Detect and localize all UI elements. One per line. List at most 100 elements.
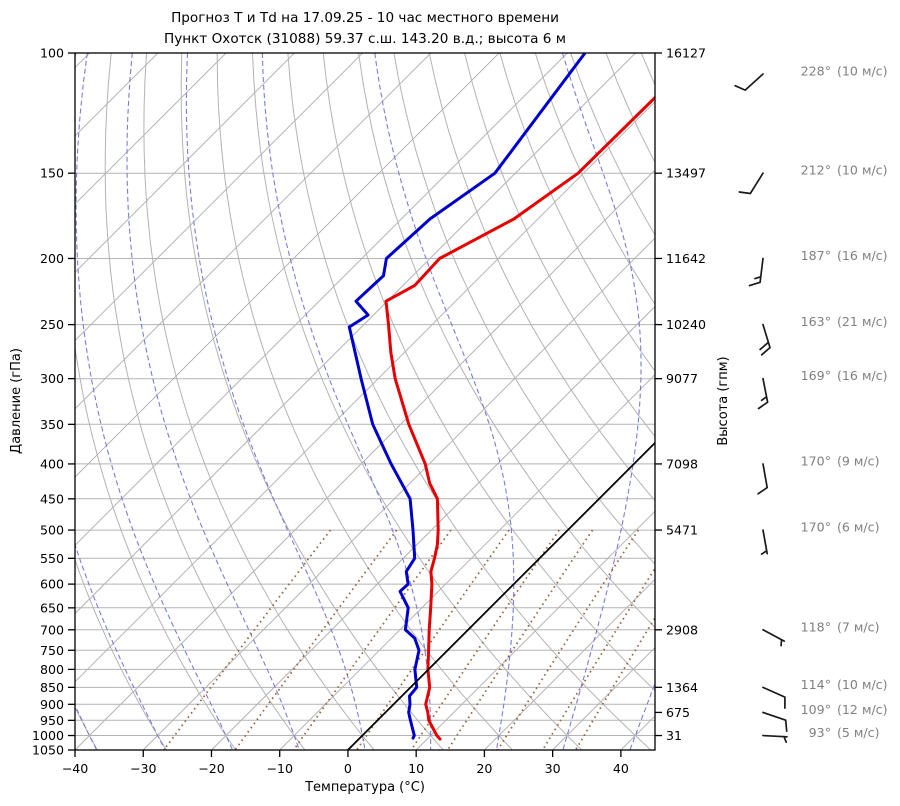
dry-adiabat-line: [143, 53, 375, 750]
wind-barb-icon: [759, 323, 771, 356]
mixing-ratio-line: [496, 529, 640, 750]
dry-adiabat-line: [605, 53, 655, 164]
temperature-tick-label: −40: [62, 761, 89, 776]
height-tick-label: 9077: [666, 371, 698, 386]
isotherm-0c-highlight-line: [347, 441, 655, 750]
pressure-tick-label: 1000: [32, 728, 64, 743]
wind-speed-label: (9 м/с): [837, 453, 880, 468]
isotherm-line: [75, 169, 655, 750]
chart-title-line2: Пункт Охотск (31088) 59.37 с.ш. 143.20 в…: [164, 31, 566, 47]
wind-level-row: 114° (10 м/с): [762, 677, 888, 709]
wind-barb-icon: [762, 711, 788, 733]
dry-adiabat-line: [75, 53, 237, 750]
height-tick-label: 31: [666, 728, 682, 743]
moist-adiabat-line: [629, 681, 655, 750]
height-tick-label: 5471: [666, 523, 698, 538]
wind-direction-label: 170°: [801, 453, 831, 468]
wind-level-row: 118° (7 м/с): [762, 619, 880, 647]
moist-adiabat-line: [374, 53, 515, 750]
wind-speed-label: (7 м/с): [837, 619, 880, 634]
dry-adiabat-line: [499, 53, 655, 372]
temperature-tick-label: 30: [545, 761, 561, 776]
pressure-tick-label: 450: [40, 491, 64, 506]
pressure-tick-label: 350: [40, 417, 64, 432]
dry-adiabat-line: [358, 53, 655, 629]
dry-adiabat-line: [428, 53, 655, 502]
wind-direction-label: 118°: [801, 619, 831, 634]
dry-adiabat-line: [570, 53, 655, 236]
wind-speed-label: (5 м/с): [837, 725, 880, 740]
wind-barb-icon: [762, 734, 788, 744]
wind-barb-column: 228° (10 м/с) 212° (10 м/с) 187° (16 м/с) 163°…: [734, 64, 888, 744]
height-tick-label: 7098: [666, 456, 698, 471]
isotherm-line: [142, 237, 655, 750]
pressure-tick-label: 550: [40, 551, 64, 566]
dry-adiabat-line: [216, 53, 513, 750]
wind-direction-label: 163°: [801, 314, 831, 329]
pressure-tick-label: 600: [40, 577, 64, 592]
temperature-curve: [384, 95, 655, 741]
isotherm-line: [211, 305, 655, 750]
chart-title-line1: Прогноз Т и Td на 17.09.25 - 10 час мест…: [171, 10, 559, 26]
dry-adiabat-line: [287, 53, 652, 750]
moist-adiabat-line: [126, 53, 300, 750]
moist-adiabat-line: [75, 543, 166, 750]
wind-direction-label: 228°: [801, 64, 831, 79]
moist-adiabat-line: [75, 53, 234, 750]
moist-adiabat-line: [261, 53, 432, 750]
dry-adiabat-line: [464, 53, 655, 438]
pressure-tick-label: 850: [40, 680, 64, 695]
dry-adiabat-line: [104, 53, 306, 750]
wind-speed-label: (10 м/с): [837, 163, 888, 178]
wind-barb-icon: [757, 377, 769, 410]
isotherm-line: [620, 715, 655, 750]
wind-barb-icon: [762, 628, 786, 647]
temperature-tick-label: −20: [198, 761, 225, 776]
dry-adiabat-line: [322, 53, 655, 692]
wind-direction-label: 170°: [801, 520, 831, 535]
wind-level-row: 187° (16 м/с): [748, 248, 888, 287]
wind-level-row: 93° (5 м/с): [762, 725, 880, 744]
mixing-ratio-line: [541, 566, 655, 750]
wind-speed-label: (12 м/с): [837, 702, 888, 717]
height-tick-label: 675: [666, 705, 690, 720]
pressure-tick-label: 400: [40, 456, 64, 471]
temperature-tick-label: 0: [344, 761, 352, 776]
wind-level-row: 170° (6 м/с): [760, 520, 880, 556]
pressure-tick-label: 500: [40, 523, 64, 538]
isotherm-line: [75, 53, 432, 410]
isotherm-line: [75, 53, 568, 547]
pressure-tick-label: 800: [40, 662, 64, 677]
wind-barb-icon: [760, 529, 769, 556]
plot-border: [74, 52, 656, 751]
wind-level-row: 169° (16 м/с): [757, 368, 888, 410]
isotherm-line: [75, 53, 295, 274]
dry-adiabat-line: [252, 53, 583, 750]
isotherm-line: [75, 53, 363, 342]
isotherm-line: [75, 53, 500, 478]
height-tick-label: 11642: [666, 251, 706, 266]
wind-barb-icon: [734, 73, 764, 91]
wind-speed-label: (10 м/с): [837, 64, 888, 79]
wind-level-row: 228° (10 м/с): [734, 64, 888, 91]
dry-adiabat-line: [393, 53, 655, 565]
isotherm-line: [484, 578, 655, 750]
wind-barb-icon: [757, 463, 769, 495]
wind-level-row: 109° (12 м/с): [762, 702, 888, 733]
isotherm-line: [75, 53, 636, 615]
wind-direction-label: 187°: [801, 248, 831, 263]
y-right-axis-label: Высота (гпм): [716, 356, 731, 445]
temperature-tick-label: −30: [130, 761, 157, 776]
mixing-ratio-line: [162, 529, 332, 750]
mixing-ratio-line: [234, 529, 398, 750]
wind-level-row: 170° (9 м/с): [757, 453, 880, 495]
x-axis-label: Температура (°C): [304, 780, 425, 795]
wind-barb-icon: [748, 257, 764, 287]
temperature-tick-label: 10: [408, 761, 424, 776]
pressure-tick-label: 950: [40, 713, 64, 728]
pressure-tick-label: 250: [40, 317, 64, 332]
pressure-tick-label: 100: [40, 46, 64, 61]
wind-direction-label: 109°: [801, 702, 831, 717]
